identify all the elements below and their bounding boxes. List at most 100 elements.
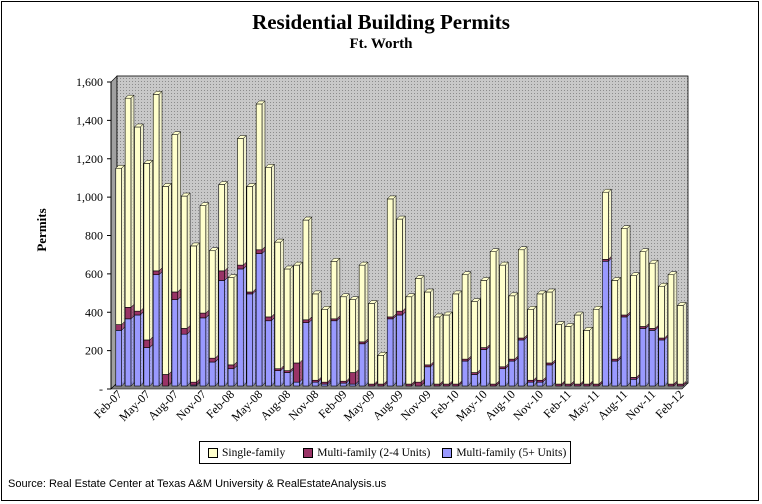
bar-multi-family-5plus-side — [664, 336, 668, 387]
bar-multi-family-2-4 — [218, 270, 225, 281]
bar-multi-family-5plus — [480, 349, 487, 387]
bar-top — [442, 311, 453, 316]
bar-single-family-side — [327, 305, 331, 383]
bar-single-family-side — [168, 182, 172, 376]
bar-single-family — [517, 249, 525, 339]
bar-single-family — [115, 167, 122, 325]
bar-single-family-side — [252, 182, 256, 293]
bar-top — [527, 306, 538, 310]
legend-item-multi-2-4: Multi-family (2-4 Units) — [303, 447, 430, 459]
bar-single-family — [283, 268, 291, 371]
bar-top — [218, 181, 229, 185]
bar-multi-family-5plus — [536, 381, 544, 387]
bar-single-family — [396, 218, 403, 312]
bar-multi-family-5plus — [602, 260, 609, 387]
bar-single-family — [677, 305, 684, 385]
bar-multi-family-5plus — [527, 381, 534, 387]
bar-single-family-side — [570, 322, 575, 385]
bar-multi-family-5plus — [283, 372, 291, 387]
bar-multi-family-5plus — [274, 370, 282, 387]
bar-top — [611, 277, 622, 281]
bar-multi-family-5plus — [386, 318, 394, 387]
bar-single-family-side — [673, 271, 678, 385]
legend-label-multi-2-4: Multi-family (2-4 Units) — [317, 446, 431, 459]
bar-multi-family-5plus — [209, 361, 216, 387]
y-tick-label: 200 — [85, 344, 103, 358]
bar-multi-family-2-4 — [237, 264, 244, 270]
bar-multi-family-5plus-side — [402, 311, 406, 387]
bar-multi-family-2-4 — [227, 364, 235, 370]
bar-top — [489, 248, 500, 252]
bar-multi-family-5plus-side — [364, 340, 369, 387]
bar-single-family — [349, 299, 356, 373]
bar-top — [433, 313, 444, 318]
bar-single-family-side — [682, 301, 687, 385]
bar-single-family-side — [392, 195, 397, 318]
bar-single-family-side — [243, 134, 247, 266]
y-axis-label: Permits — [34, 208, 49, 251]
bar-multi-family-2-4 — [302, 319, 310, 323]
bar-single-family — [620, 228, 628, 316]
bar-top — [152, 91, 163, 95]
bar-single-family — [237, 138, 244, 266]
bar-multi-family-5plus — [461, 360, 469, 387]
bar-single-family-side — [654, 259, 659, 330]
bar-single-family-side — [636, 272, 640, 378]
bar-top — [302, 216, 313, 221]
bar-multi-family-5plus — [611, 360, 618, 387]
bar-multi-family-2-4 — [152, 270, 160, 276]
bar-top — [639, 248, 650, 252]
bar-single-family — [377, 354, 384, 385]
bar-single-family-side — [477, 297, 481, 374]
x-tick-label: May-08 — [228, 387, 265, 424]
bar-multi-family-5plus — [508, 360, 516, 387]
bar-multi-family-5plus-side — [271, 317, 275, 387]
bar-single-family — [452, 293, 459, 385]
bar-top — [601, 188, 612, 193]
bar-single-family — [630, 275, 637, 378]
y-tick-label: 600 — [85, 267, 103, 281]
bar-single-family — [368, 303, 375, 385]
bar-single-family — [499, 264, 506, 368]
x-tick-label: Nov-08 — [286, 387, 322, 423]
source-note: Source: Real Estate Center at Texas A&M … — [8, 478, 387, 490]
bar-multi-family-5plus — [546, 364, 553, 387]
y-tick-label: 1,400 — [76, 113, 103, 127]
bar-single-family — [340, 296, 347, 382]
y-tick-label: 1,000 — [76, 190, 103, 204]
bar-single-family-side — [458, 290, 462, 385]
legend-label-single-family: Single-family — [222, 446, 286, 459]
legend-swatch-multi-5plus — [442, 447, 453, 458]
bar-top — [208, 247, 219, 251]
bar-multi-family-2-4 — [209, 357, 216, 363]
bar-single-family-side — [617, 276, 621, 360]
bar-multi-family-5plus-side — [336, 317, 341, 387]
bar-single-family-side — [580, 311, 584, 385]
bar-top — [508, 292, 519, 297]
legend-label-multi-5plus: Multi-family (5+ Units) — [456, 446, 567, 459]
bar-multi-family-2-4 — [415, 381, 422, 387]
bar-top — [124, 94, 135, 99]
bar-top — [395, 215, 407, 220]
bar-top — [517, 246, 528, 251]
bar-single-family — [143, 163, 150, 341]
bar-multi-family-5plus — [134, 314, 141, 387]
bar-single-family — [330, 260, 338, 320]
bar-multi-family-5plus — [312, 381, 319, 387]
bar-single-family — [527, 308, 534, 381]
x-tick-label: May-09 — [341, 387, 378, 424]
bar-single-family — [152, 94, 160, 272]
bar-single-family-side — [664, 282, 668, 339]
bar-multi-family-5plus-side — [654, 326, 659, 387]
bar-single-family-side — [224, 180, 228, 272]
bar-multi-family-5plus — [340, 382, 347, 387]
bar-multi-family-5plus-side — [645, 324, 650, 387]
bar-top — [470, 298, 481, 302]
bar-multi-family-5plus-side — [205, 314, 210, 387]
y-tick-label: 800 — [85, 229, 103, 243]
bar-single-family-side — [383, 351, 387, 385]
bar-multi-family-5plus — [330, 320, 338, 387]
bar-multi-family-5plus — [171, 299, 179, 387]
bar-top — [555, 321, 566, 325]
